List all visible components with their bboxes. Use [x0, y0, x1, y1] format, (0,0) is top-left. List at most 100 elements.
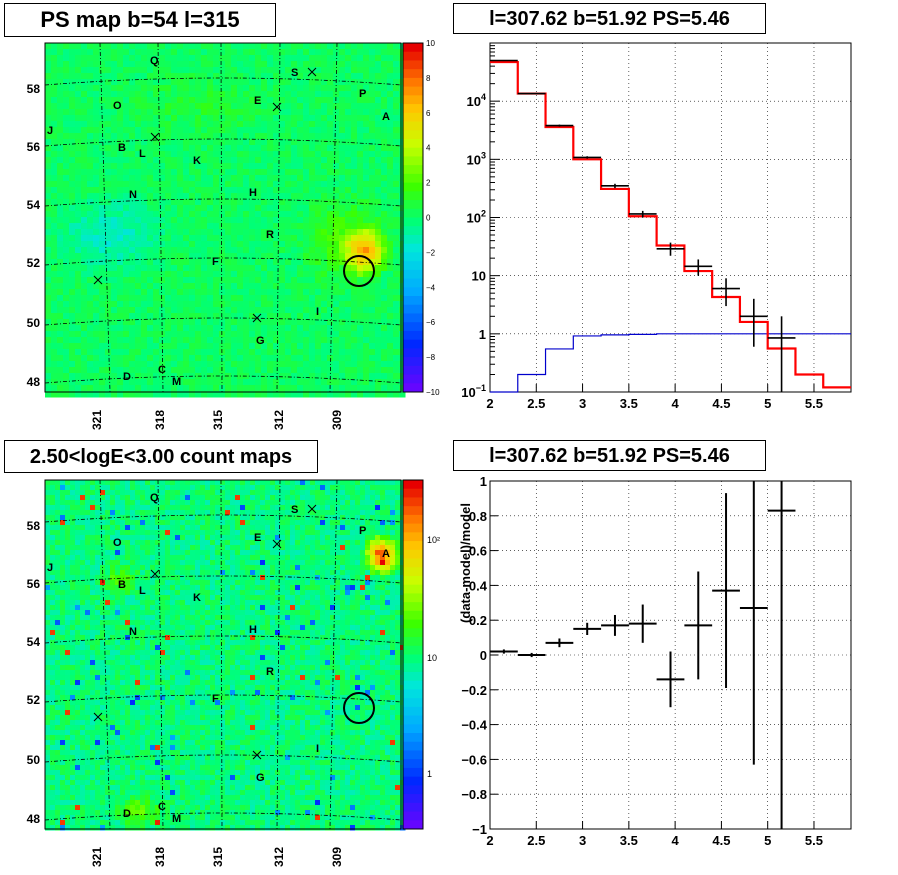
heatmap-cell — [231, 301, 238, 308]
heatmap-cell — [195, 133, 202, 140]
heatmap-cell — [243, 313, 250, 320]
heatmap-cell — [375, 550, 381, 556]
heatmap-cell — [99, 283, 106, 290]
heatmap-cell — [171, 61, 178, 68]
heatmap-cell — [303, 283, 310, 290]
heatmap-cell — [130, 515, 136, 521]
heatmap-cell — [315, 373, 322, 380]
heatmap-cell — [105, 241, 112, 248]
heatmap-cell — [129, 391, 136, 398]
heatmap-cell — [309, 301, 316, 308]
heatmap-cell — [399, 43, 406, 50]
heatmap-cell — [189, 109, 196, 116]
heatmap-cell — [60, 540, 66, 546]
heatmap-cell — [273, 271, 280, 278]
heatmap-cell — [70, 555, 76, 561]
heatmap-cell — [213, 211, 220, 218]
heatmap-cell — [153, 259, 160, 266]
heatmap-cell — [159, 169, 166, 176]
heatmap-cell — [117, 367, 124, 374]
heatmap-cell — [357, 49, 364, 56]
heatmap-cell — [153, 61, 160, 68]
heatmap-cell — [261, 223, 268, 230]
heatmap-cell — [81, 235, 88, 242]
heatmap-cell — [399, 97, 406, 104]
heatmap-cell — [201, 151, 208, 158]
heatmap-cell — [45, 205, 52, 212]
heatmap-cell — [195, 385, 202, 392]
heatmap-cell — [105, 247, 112, 254]
heatmap-cell — [60, 505, 66, 511]
heatmap-cell — [135, 67, 142, 74]
heatmap-cell — [75, 109, 82, 116]
heatmap-cell — [105, 85, 112, 92]
heatmap-cell — [51, 193, 58, 200]
heatmap-cell — [387, 169, 394, 176]
heatmap-cell — [215, 545, 221, 551]
heatmap-cell — [215, 540, 221, 546]
heatmap-cell — [261, 163, 268, 170]
heatmap-cell — [327, 193, 334, 200]
heatmap-cell — [333, 175, 340, 182]
heatmap-cell — [160, 555, 166, 561]
heatmap-cell — [215, 490, 221, 496]
heatmap-cell — [255, 145, 262, 152]
heatmap-cell — [159, 163, 166, 170]
heatmap-cell — [135, 133, 142, 140]
heatmap-cell — [369, 121, 376, 128]
heatmap-cell — [255, 343, 262, 350]
heatmap-cell — [123, 367, 130, 374]
heatmap-cell — [303, 289, 310, 296]
heatmap-cell — [117, 175, 124, 182]
heatmap-cell — [110, 570, 116, 576]
heatmap-cell — [150, 545, 156, 551]
heatmap-cell — [159, 271, 166, 278]
colorbar-tick-label: 2 — [426, 179, 431, 188]
heatmap-cell — [207, 91, 214, 98]
heatmap-cell — [375, 515, 381, 521]
heatmap-cell — [387, 343, 394, 350]
heatmap-cell — [273, 391, 280, 398]
heatmap-cell — [235, 490, 241, 496]
heatmap-cell — [365, 485, 371, 491]
heatmap-cell — [327, 145, 334, 152]
heatmap-cell — [321, 235, 328, 242]
heatmap-cell — [215, 495, 221, 501]
heatmap-cell — [141, 91, 148, 98]
heatmap-cell — [339, 223, 346, 230]
heatmap-cell — [375, 73, 382, 80]
heatmap-cell — [99, 277, 106, 284]
heatmap-cell — [129, 157, 136, 164]
heatmap-cell — [69, 241, 76, 248]
heatmap-cell — [123, 115, 130, 122]
heatmap-cell — [135, 277, 142, 284]
heatmap-cell — [57, 199, 64, 206]
heatmap-cell — [93, 361, 100, 368]
heatmap-cell — [327, 271, 334, 278]
heatmap-cell — [207, 265, 214, 272]
heatmap-cell — [117, 325, 124, 332]
heatmap-cell — [273, 385, 280, 392]
heatmap-cell — [249, 241, 256, 248]
heatmap-cell — [87, 301, 94, 308]
heatmap-cell — [195, 283, 202, 290]
heatmap-cell — [315, 163, 322, 170]
heatmap-cell — [350, 535, 356, 541]
heatmap-cell — [225, 500, 231, 506]
heatmap-cell — [279, 67, 286, 74]
heatmap-cell — [249, 193, 256, 200]
heatmap-cell — [75, 295, 82, 302]
heatmap-cell — [273, 223, 280, 230]
heatmap-cell — [81, 163, 88, 170]
heatmap-cell — [357, 331, 364, 338]
heatmap-cell — [171, 223, 178, 230]
heatmap-cell — [200, 505, 206, 511]
heatmap-cell — [255, 385, 262, 392]
heatmap-cell — [325, 565, 331, 571]
heatmap-cell — [273, 85, 280, 92]
heatmap-cell — [351, 175, 358, 182]
heatmap-cell — [220, 520, 226, 526]
heatmap-cell — [261, 265, 268, 272]
heatmap-cell — [57, 49, 64, 56]
heatmap-cell — [369, 97, 376, 104]
